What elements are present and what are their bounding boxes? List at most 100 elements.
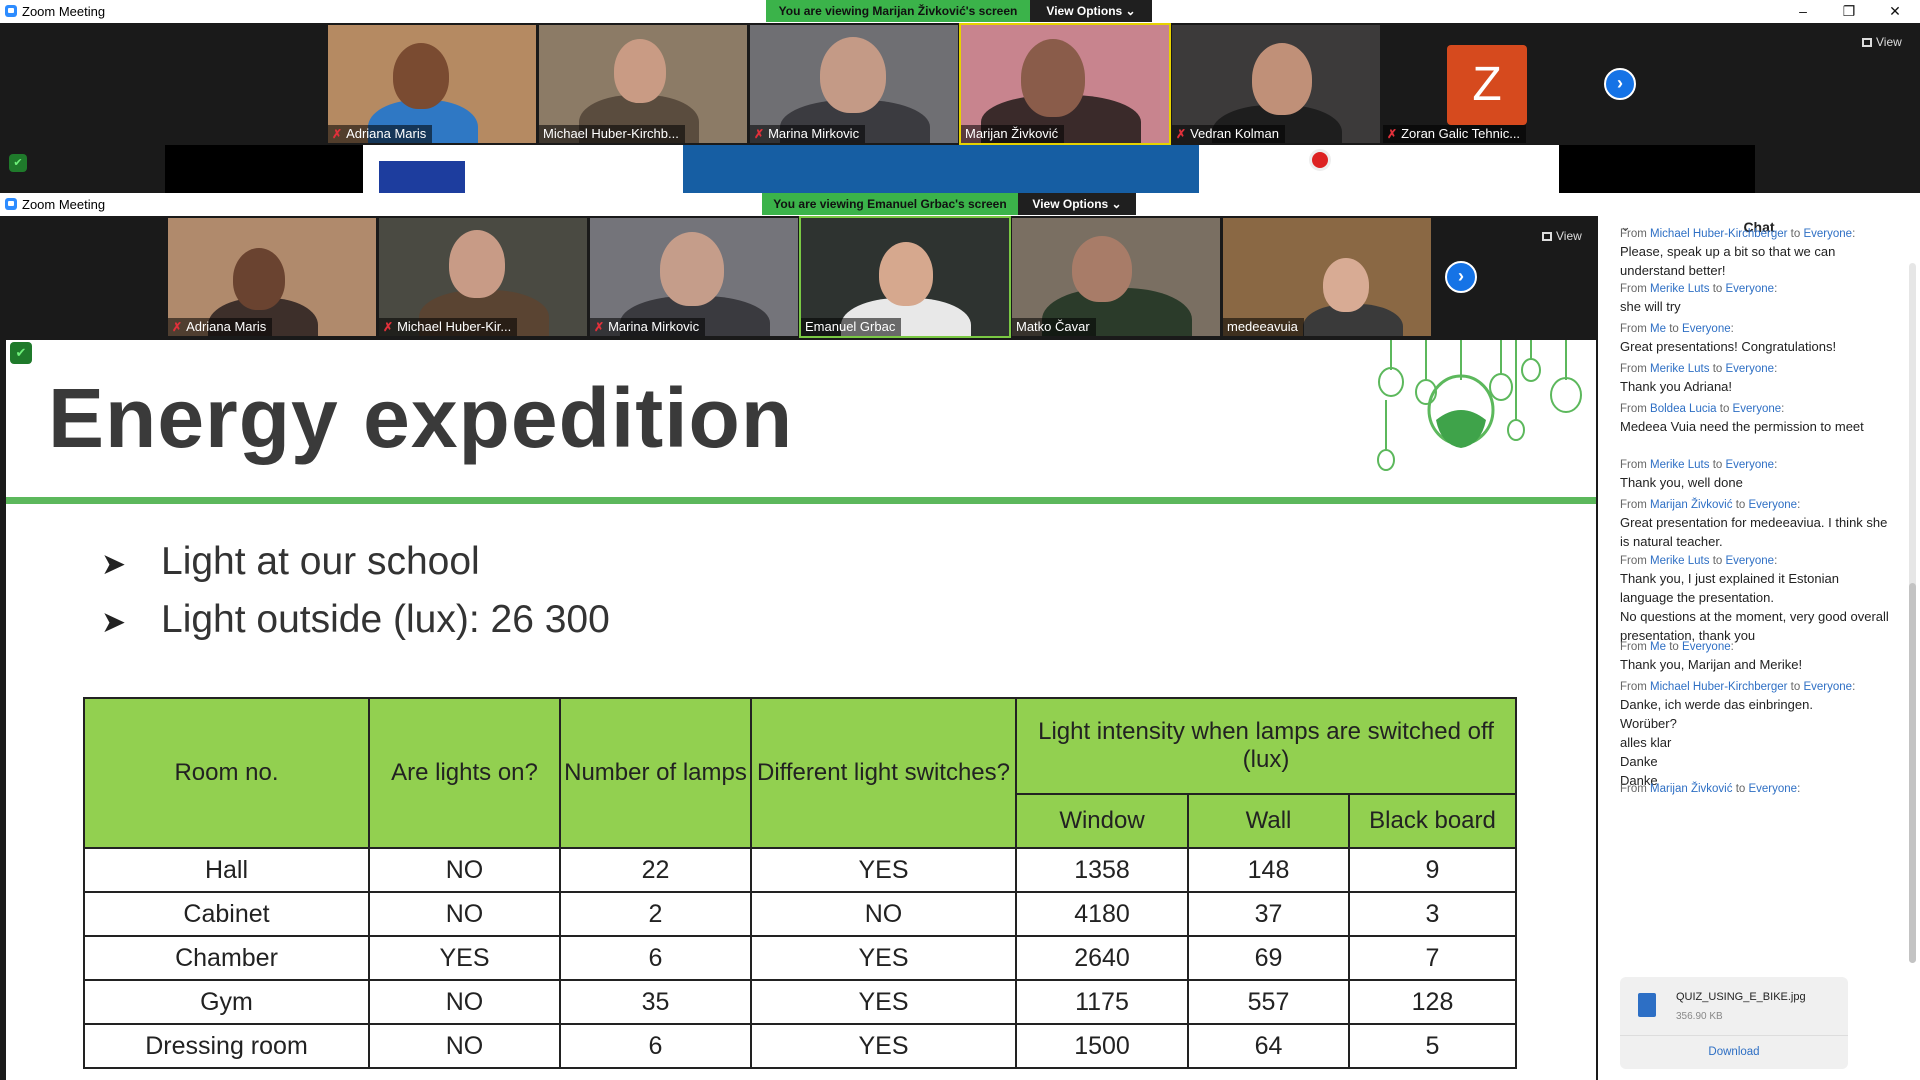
sender-name: Merike Luts [1650,283,1710,295]
participant-tile-active-speaker[interactable]: Marijan Živković [959,23,1171,145]
mic-muted-icon: ✗ [172,320,183,334]
participant-tile[interactable]: ✗ Vedran Kolman [1172,25,1380,143]
minimize-icon[interactable]: – [1799,3,1807,19]
sender-name: Me [1650,641,1667,653]
chat-message-sender: From Merike Luts to Everyone: [1620,283,1778,295]
table-cell: Dressing room [83,1023,370,1069]
table-cell: NO [368,847,561,893]
view-button[interactable]: View [1542,229,1582,243]
chat-message-text: she will try [1620,299,1681,314]
zoom-app-icon [5,5,17,17]
to-label: to [1712,283,1723,295]
shared-screen-slide: ✔ Energy expedition ➤ Light at our school… [6,340,1596,1080]
recipient-name: Everyone [1682,323,1731,335]
table-cell: 148 [1187,847,1350,893]
table-cell: 5 [1348,1023,1517,1069]
chat-panel: ⌄ Chat From Michael Huber-Kirchberger to… [1598,193,1920,1080]
recipient-name: Everyone [1803,681,1853,693]
chat-message-sender: From Merike Luts to Everyone: [1620,459,1778,471]
table-cell: 1175 [1015,979,1189,1025]
shared-screen-preview [1199,145,1559,193]
chat-message-text: Please, speak up a bit so that we can un… [1620,244,1836,278]
view-options-label: View Options [1046,4,1123,18]
view-button[interactable]: View [1862,35,1902,49]
participant-name: Matko Čavar [1012,318,1096,336]
participant-video [1021,39,1085,117]
next-participants-button[interactable]: › [1445,261,1477,293]
file-size: 356.90 KB [1676,1011,1723,1022]
from-label: From [1620,783,1647,795]
table-header: Are lights on? [368,697,561,849]
table-header: Room no. [83,697,370,849]
chat-scrollbar[interactable] [1909,263,1916,963]
from-label: From [1620,323,1647,335]
chat-message-sender: From Michael Huber-Kirchberger to Everyo… [1620,681,1856,693]
table-cell: 1358 [1015,847,1189,893]
recipient-name: Everyone [1725,363,1775,375]
chevron-down-icon[interactable]: ⌄ [1620,219,1631,234]
to-label: to [1712,363,1723,375]
recipient-name: Everyone [1725,555,1775,567]
sender-name: Boldea Lucia [1650,403,1717,415]
participant-name: ✗ Marina Mirkovic [750,125,866,143]
restore-icon[interactable]: ❐ [1842,3,1856,19]
to-label: to [1735,783,1746,795]
table-row: Cabinet NO 2 NO 4180 37 3 [83,891,1517,937]
table-cell: YES [750,847,1017,893]
to-label: to [1712,459,1723,471]
table-cell: NO [368,891,561,937]
chat-message-sender: From Marijan Živković to Everyone: [1620,499,1801,511]
security-shield-icon[interactable]: ✔ [9,154,27,172]
participant-tile[interactable]: ✗ Adriana Maris [328,25,536,143]
recipient-name: Everyone [1748,499,1798,511]
participant-name: Michael Huber-Kirchb... [539,125,685,143]
slide-title: Energy expedition [48,371,794,465]
participant-tile-active-speaker[interactable]: Emanuel Grbac [799,216,1011,338]
chat-message-text: Thank you, well done [1620,475,1743,490]
chevron-right-icon: › [1458,266,1464,286]
chat-message-text: Great presentation for medeeaviua. I thi… [1620,515,1888,549]
participant-tile[interactable]: medeeavuia [1223,218,1431,336]
scrollbar-thumb[interactable] [1909,583,1916,963]
table-row: Gym NO 35 YES 1175 557 128 [83,979,1517,1025]
title-divider [6,497,1596,504]
table-row: Chamber YES 6 YES 2640 69 7 [83,935,1517,981]
to-label: to [1790,681,1801,693]
to-label: to [1790,228,1801,240]
download-link[interactable]: Download [1708,1046,1760,1058]
next-participants-button[interactable]: › [1604,68,1636,100]
view-options-button[interactable]: View Options ⌄ [1030,0,1152,22]
table-cell: 1500 [1015,1023,1189,1069]
participant-video [233,248,285,310]
chat-message: From Me to Everyone: Great presentations!… [1620,321,1890,356]
chat-message: From Michael Huber-Kirchberger to Everyo… [1620,679,1890,790]
participant-tile[interactable]: ✗ Michael Huber-Kir... [379,218,587,336]
chat-message: From Merike Luts to Everyone: she will tr… [1620,281,1890,316]
participant-video [393,43,449,109]
participant-tile[interactable]: ✗ Marina Mirkovic [750,25,958,143]
view-options-button[interactable]: View Options ⌄ [1018,193,1136,215]
participant-tile[interactable]: ✗ Adriana Maris [168,218,376,336]
participant-tile[interactable]: ✗ Marina Mirkovic [590,218,798,336]
screen-share-banner: You are viewing Emanuel Grbac's screen [762,193,1018,215]
file-attachment[interactable]: QUIZ_USING_E_BIKE.jpg 356.90 KB Download [1620,977,1848,1069]
light-bulbs-icon [1377,340,1582,471]
sender-name: Merike Luts [1650,459,1710,471]
security-shield-icon[interactable]: ✔ [10,342,32,364]
table-cell: 3 [1348,891,1517,937]
chat-message-text: Great presentations! Congratulations! [1620,339,1837,354]
table-header: Different light switches? [750,697,1017,849]
from-label: From [1620,283,1647,295]
sender-name: Marijan Živković [1650,499,1733,511]
close-icon[interactable]: ✕ [1889,3,1901,19]
participant-tile[interactable]: Z ✗ Zoran Galic Tehnic... [1383,25,1591,143]
participant-name: ✗ Vedran Kolman [1172,125,1285,143]
participant-name-text: medeeavuia [1227,319,1298,334]
bullet-text: Light at our school [161,540,480,583]
chat-message-sender: From Michael Huber-Kirchberger to Everyo… [1620,228,1856,240]
participant-tile[interactable]: Matko Čavar [1012,218,1220,336]
avatar: Z [1447,45,1527,125]
participant-name: ✗ Adriana Maris [168,318,273,336]
table-cell: 9 [1348,847,1517,893]
participant-tile[interactable]: Michael Huber-Kirchb... [539,25,747,143]
